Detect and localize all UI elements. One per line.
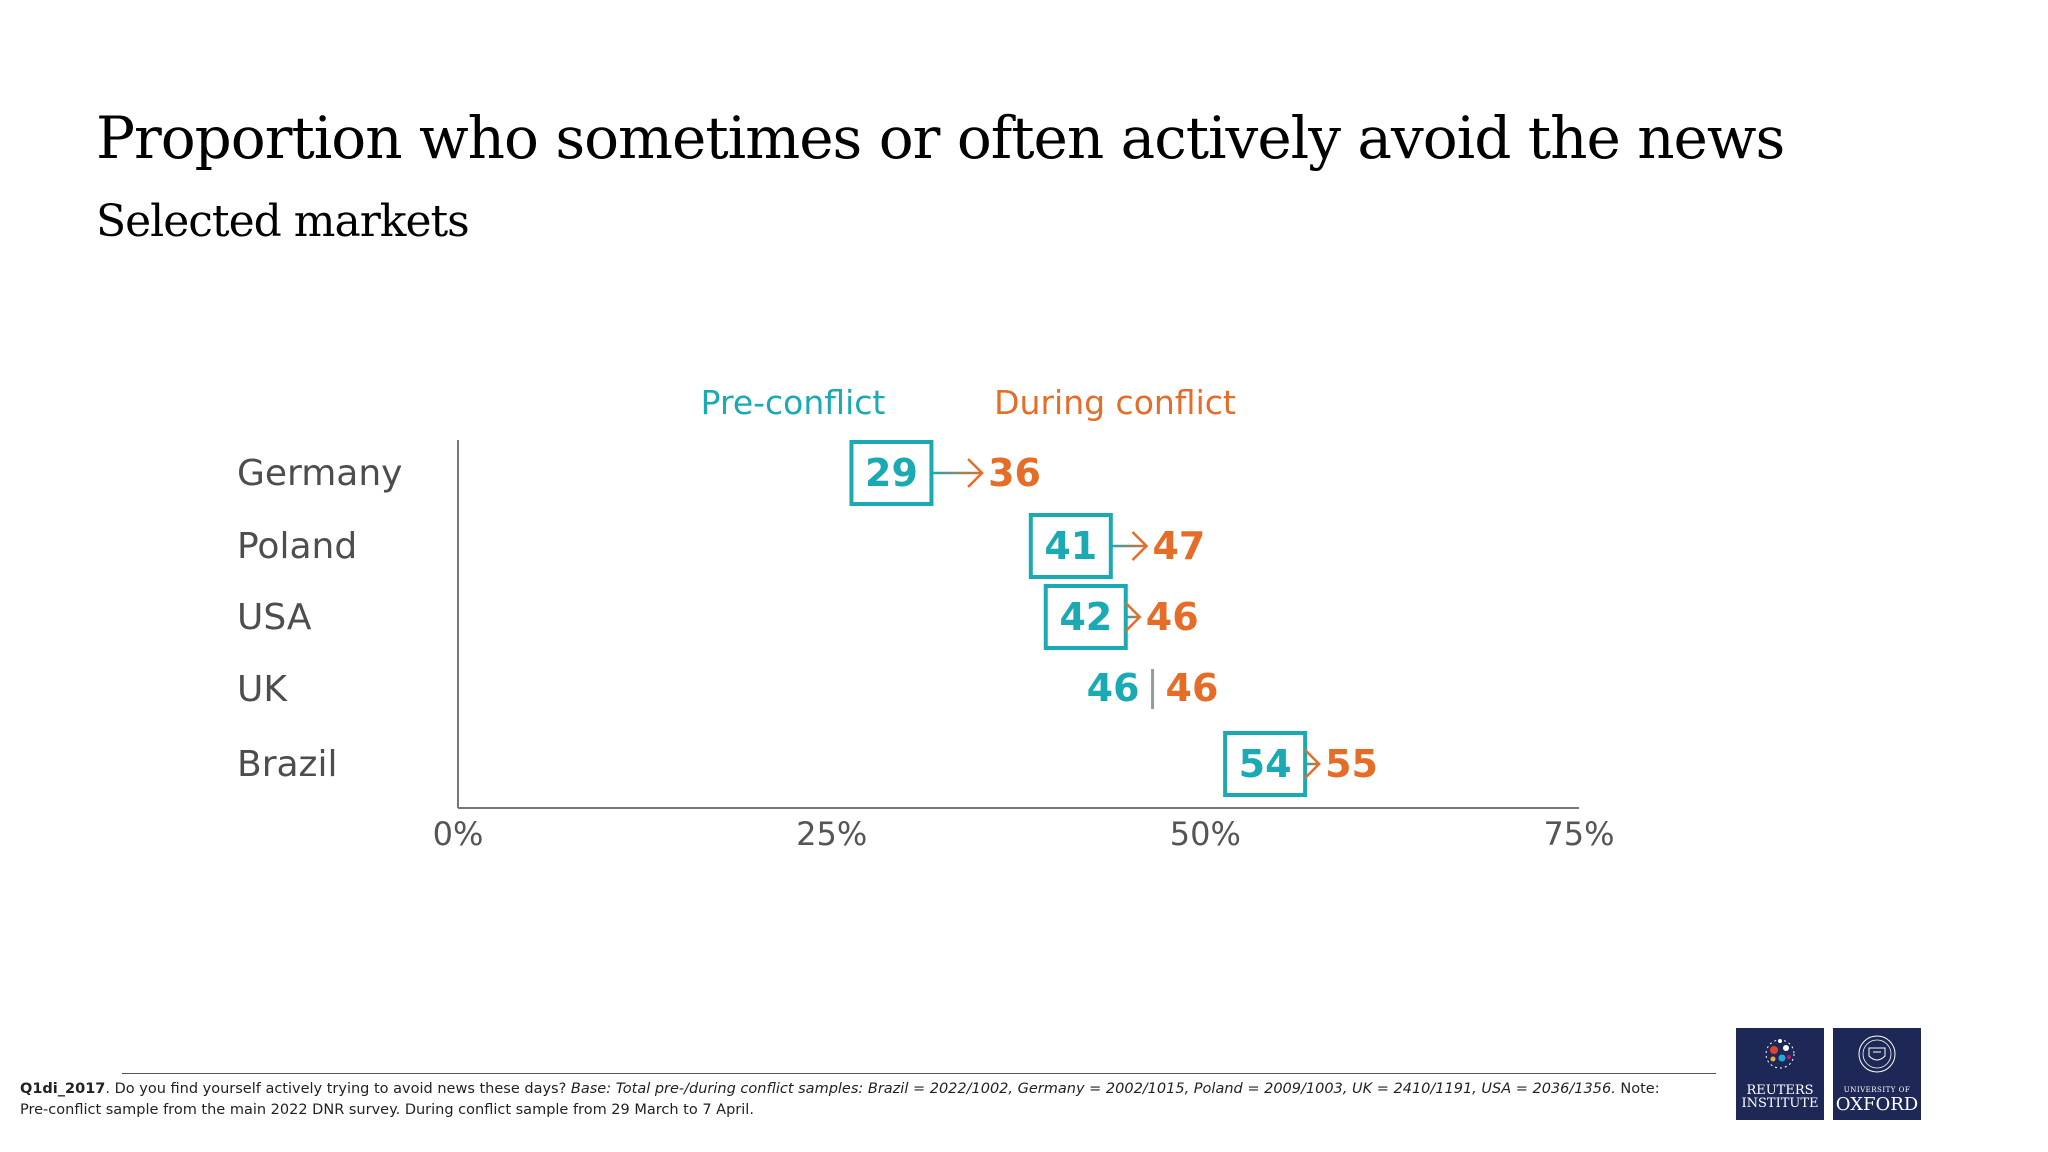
- oxford-university-logo: UNIVERSITY OF OXFORD: [1833, 1028, 1921, 1120]
- during-conflict-value: 47: [1152, 524, 1205, 568]
- x-tick-label: 50%: [1170, 815, 1241, 853]
- during-conflict-value: 46: [1146, 595, 1199, 639]
- reuters-institute-logo: REUTERS INSTITUTE: [1736, 1028, 1824, 1120]
- footnote: Q1di_2017. Do you find yourself actively…: [20, 1079, 1680, 1121]
- during-conflict-value: 55: [1325, 742, 1378, 786]
- during-conflict-value: 46: [1166, 666, 1219, 710]
- legend-pre-conflict: Pre-conflict: [701, 383, 886, 422]
- reuters-logo-text: REUTERS INSTITUTE: [1741, 1083, 1819, 1111]
- x-tick-label: 75%: [1543, 815, 1614, 853]
- footnote-code: Q1di_2017: [20, 1081, 106, 1097]
- oxford-crest-icon: [1858, 1035, 1896, 1073]
- x-tick-label: 25%: [796, 815, 867, 853]
- footnote-base: Base: Total pre-/during conflict samples…: [570, 1081, 1616, 1097]
- during-conflict-value: 36: [988, 451, 1041, 495]
- change-arrowhead: [967, 458, 984, 488]
- x-tick-label: 0%: [433, 815, 484, 853]
- category-label: Germany: [237, 453, 402, 494]
- slide-subtitle: Selected markets: [96, 196, 470, 247]
- pre-conflict-value: 42: [1059, 595, 1112, 639]
- change-arrowhead: [1304, 749, 1321, 779]
- pre-conflict-value: 29: [865, 451, 918, 495]
- pre-conflict-value: 46: [1087, 666, 1140, 710]
- reuters-dots-icon: [1765, 1039, 1795, 1069]
- avoidance-chart: 0% 25% 50% 75% Pre-conflict During conflict Ge…: [237, 383, 1615, 853]
- category-label: Poland: [237, 526, 357, 567]
- slide-title: Proportion who sometimes or often active…: [96, 104, 1785, 172]
- footer-divider: [122, 1073, 1716, 1074]
- category-label: Brazil: [237, 744, 337, 785]
- footnote-question: . Do you find yourself actively trying t…: [105, 1081, 571, 1097]
- oxford-logo-small-text: UNIVERSITY OF: [1843, 1086, 1911, 1094]
- pre-conflict-value: 41: [1044, 524, 1097, 568]
- oxford-logo-text: OXFORD: [1835, 1094, 1919, 1115]
- change-arrowhead: [1124, 602, 1142, 632]
- change-arrowhead: [1131, 531, 1149, 561]
- pre-conflict-value: 54: [1239, 742, 1292, 786]
- footnote-note: Note: Pre-conflict sample from the main …: [20, 1081, 1660, 1118]
- category-label: USA: [237, 597, 312, 638]
- category-label: UK: [237, 669, 288, 710]
- legend-during-conflict: During conflict: [994, 383, 1236, 422]
